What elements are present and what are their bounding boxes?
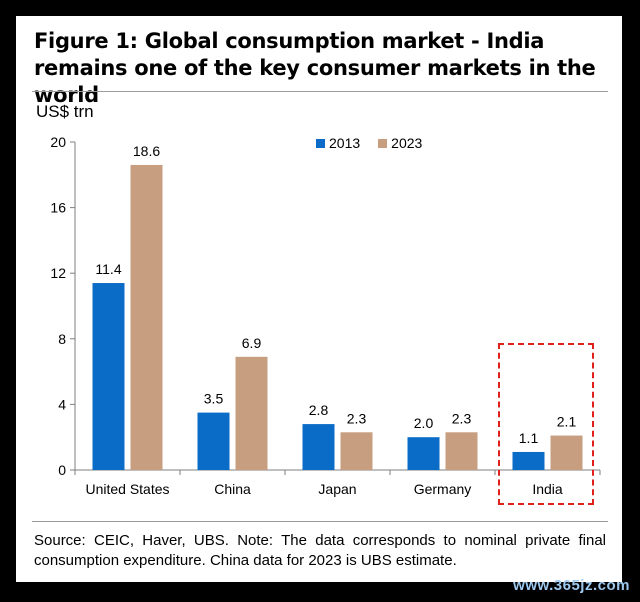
- legend-item-2023: 2023: [378, 135, 422, 151]
- bar-2013: [197, 412, 230, 470]
- data-label: 6.9: [242, 335, 262, 351]
- x-category-label: United States: [85, 481, 169, 497]
- y-tick-label: 12: [50, 265, 66, 281]
- watermark: www.365jz.com: [513, 577, 630, 594]
- x-category-label: Germany: [414, 481, 472, 497]
- legend-swatch-2023: [378, 138, 388, 148]
- bar-2023: [445, 432, 478, 470]
- source-note: Source: CEIC, Haver, UBS. Note: The data…: [34, 532, 606, 569]
- x-category-label: India: [532, 481, 563, 497]
- chart-legend: 2013 2023: [316, 135, 422, 151]
- bar-2013: [407, 437, 440, 470]
- bar-2013: [512, 451, 545, 470]
- bar-2023: [130, 164, 163, 470]
- bar-2023: [235, 356, 268, 470]
- y-tick-label: 8: [58, 331, 66, 347]
- source-divider: [32, 521, 608, 522]
- india-highlight-box: [498, 343, 594, 505]
- y-tick-label: 20: [50, 134, 66, 150]
- data-label: 2.8: [309, 402, 329, 418]
- bar-chart: 0 4 8 12 16 20 11.4 18.6 United States 3.5 6.9 Chin…: [50, 134, 601, 497]
- y-tick-label: 4: [58, 396, 66, 412]
- x-category-label: China: [214, 481, 251, 497]
- y-axis-unit-label: US$ trn: [36, 102, 94, 121]
- x-category-label: Japan: [318, 481, 356, 497]
- bar-2023: [550, 435, 583, 470]
- data-label: 1.1: [519, 430, 539, 446]
- data-label: 18.6: [133, 143, 160, 159]
- data-label: 3.5: [204, 391, 224, 407]
- data-label: 2.3: [452, 410, 472, 426]
- data-label: 11.4: [95, 261, 121, 277]
- bar-2023: [340, 432, 373, 470]
- legend-label-2023: 2023: [391, 135, 423, 151]
- legend-label-2013: 2013: [329, 135, 361, 151]
- bar-2013: [302, 424, 335, 470]
- y-tick-label: 16: [50, 200, 66, 216]
- y-tick-label: 0: [58, 462, 66, 478]
- data-label: 2.1: [557, 414, 577, 430]
- data-label: 2.0: [414, 415, 434, 431]
- figure-title: Figure 1: Global consumption market - In…: [34, 29, 596, 107]
- data-label: 2.3: [347, 410, 367, 426]
- legend-item-2013: 2013: [316, 135, 360, 151]
- legend-swatch-2013: [316, 138, 325, 148]
- bar-2013: [92, 283, 125, 470]
- title-divider: [32, 91, 608, 92]
- figure-card: Figure 1: Global consumption market - In…: [16, 16, 622, 582]
